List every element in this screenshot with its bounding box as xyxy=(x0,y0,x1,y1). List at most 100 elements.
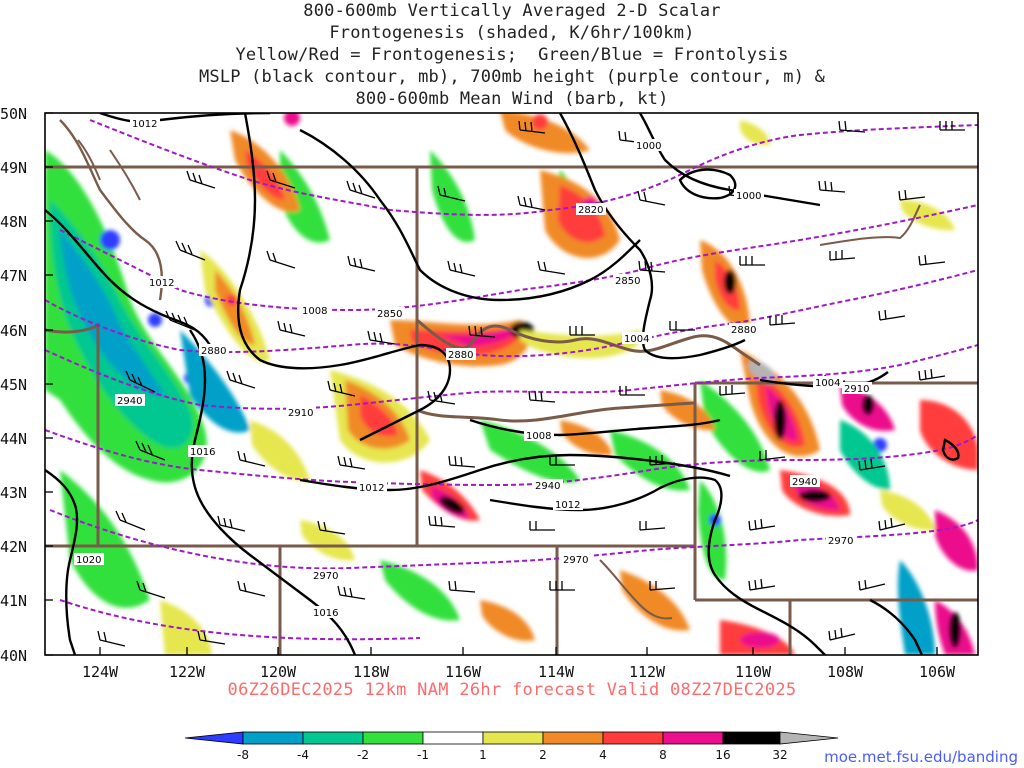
height-label: 2850 xyxy=(613,274,643,287)
height-label: 2970 xyxy=(311,569,341,582)
lat-label-46n: 46N xyxy=(0,322,27,340)
colorbar-swatch xyxy=(602,731,664,745)
height-contours xyxy=(45,119,978,641)
svg-text:2910: 2910 xyxy=(844,384,869,395)
colorbar-label: 8 xyxy=(659,748,667,762)
colorbar-label: 16 xyxy=(715,748,730,762)
lat-label-44n: 44N xyxy=(0,430,27,448)
lon-label-116w: 116W xyxy=(445,663,482,681)
map-plot-area: 1012 1000 1000 1012 1008 1004 1004 1008 … xyxy=(45,113,978,655)
colorbar-swatch xyxy=(542,731,604,745)
svg-text:1004: 1004 xyxy=(815,378,840,389)
lat-label-49n: 49N xyxy=(0,159,27,177)
svg-text:2850: 2850 xyxy=(377,309,402,320)
mslp-label: 1012 xyxy=(147,276,177,289)
mslp-label: 1020 xyxy=(74,553,104,566)
svg-text:2880: 2880 xyxy=(731,325,756,336)
colorbar-swatch xyxy=(779,731,839,745)
height-label: 2910 xyxy=(286,406,316,419)
mslp-label: 1000 xyxy=(734,189,764,202)
colorbar-swatch xyxy=(422,731,484,745)
lon-label-114w: 114W xyxy=(538,663,575,681)
lat-label-41n: 41N xyxy=(0,592,27,610)
lat-label-48n: 48N xyxy=(0,213,27,231)
colorbar-label: -1 xyxy=(417,748,429,762)
lon-label-124w: 124W xyxy=(82,663,119,681)
mslp-label: 1008 xyxy=(524,429,554,442)
svg-text:2970: 2970 xyxy=(828,536,853,547)
svg-text:2850: 2850 xyxy=(615,276,640,287)
colorbar-label: 4 xyxy=(599,748,607,762)
height-label: 2940 xyxy=(533,479,563,492)
svg-text:1008: 1008 xyxy=(526,431,551,442)
lat-label-40n: 40N xyxy=(0,647,27,665)
lat-label-50n: 50N xyxy=(0,105,27,123)
mslp-label: 1000 xyxy=(634,139,664,152)
lon-label-112w: 112W xyxy=(629,663,666,681)
svg-text:1020: 1020 xyxy=(76,555,101,566)
colorbar-label: 32 xyxy=(772,748,787,762)
title-line-5: 800-600mb Mean Wind (barb, kt) xyxy=(355,89,669,109)
title-line-1: 800-600mb Vertically Averaged 2-D Scalar xyxy=(303,1,721,21)
mslp-label: 1008 xyxy=(300,304,330,317)
lon-label-118w: 118W xyxy=(353,663,390,681)
height-label: 2880 xyxy=(446,348,476,361)
lon-label-106w: 106W xyxy=(919,663,956,681)
latitude-axis: 50N 49N 48N 47N 46N 45N 44N 43N 42N 41N … xyxy=(0,105,53,665)
mslp-label: 1012 xyxy=(130,117,160,130)
height-label: 2820 xyxy=(576,203,606,216)
lon-label-108w: 108W xyxy=(827,663,864,681)
height-label: 2970 xyxy=(826,534,856,547)
lon-label-122w: 122W xyxy=(169,663,206,681)
svg-text:1000: 1000 xyxy=(736,191,761,202)
svg-text:1012: 1012 xyxy=(555,500,580,511)
svg-text:2970: 2970 xyxy=(313,571,338,582)
svg-text:2940: 2940 xyxy=(117,396,142,407)
title-line-4: MSLP (black contour, mb), 700mb height (… xyxy=(198,67,826,87)
colorbar-label: -2 xyxy=(357,748,369,762)
svg-text:1016: 1016 xyxy=(313,608,338,619)
svg-text:2940: 2940 xyxy=(792,477,817,488)
forecast-valid-time: 06Z26DEC2025 12km NAM 26hr forecast Vali… xyxy=(227,680,797,700)
height-label: 2850 xyxy=(375,307,405,320)
height-label: 2880 xyxy=(199,344,229,357)
colorbar-swatch xyxy=(362,731,424,745)
svg-text:2880: 2880 xyxy=(201,346,226,357)
svg-text:1008: 1008 xyxy=(302,306,327,317)
colorbar-label: -8 xyxy=(237,748,249,762)
mslp-label: 1012 xyxy=(553,498,583,511)
colorbar: -8 -4 -2 -1 1 2 4 8 16 32 xyxy=(184,731,839,762)
longitude-axis: 124W 122W 120W 118W 116W 114W 112W 110W … xyxy=(82,647,956,681)
colorbar-swatch xyxy=(302,731,364,745)
colorbar-label: 2 xyxy=(539,748,547,762)
lat-label-43n: 43N xyxy=(0,484,27,502)
svg-text:2970: 2970 xyxy=(563,555,588,566)
svg-text:2880: 2880 xyxy=(448,350,473,361)
colorbar-swatch xyxy=(184,731,244,745)
height-label: 2910 xyxy=(842,382,872,395)
mslp-label: 1016 xyxy=(311,606,341,619)
mslp-label: 1004 xyxy=(813,376,843,389)
colorbar-label: -4 xyxy=(297,748,309,762)
wind-barbs xyxy=(97,120,965,647)
title-line-2: Frontogenesis (shaded, K/6hr/100km) xyxy=(329,23,695,43)
svg-text:1012: 1012 xyxy=(132,119,157,130)
mslp-label: 1012 xyxy=(357,481,387,494)
colorbar-swatch xyxy=(722,731,781,745)
lon-label-110w: 110W xyxy=(735,663,772,681)
map-title: 800-600mb Vertically Averaged 2-D Scalar… xyxy=(0,0,1024,110)
mslp-label: 1016 xyxy=(188,445,218,458)
height-label: 2940 xyxy=(115,394,145,407)
height-label: 2940 xyxy=(790,475,820,488)
svg-text:1000: 1000 xyxy=(636,141,661,152)
colorbar-swatch xyxy=(662,731,724,745)
mslp-label: 1004 xyxy=(622,332,652,345)
frontogenesis-shading xyxy=(45,113,978,655)
svg-text:1012: 1012 xyxy=(149,278,174,289)
height-label: 2970 xyxy=(561,553,591,566)
svg-text:1016: 1016 xyxy=(190,447,215,458)
svg-text:2820: 2820 xyxy=(578,205,603,216)
lat-label-42n: 42N xyxy=(0,538,27,556)
lat-label-47n: 47N xyxy=(0,267,27,285)
source-url: moe.met.fsu.edu/banding xyxy=(824,748,1018,766)
